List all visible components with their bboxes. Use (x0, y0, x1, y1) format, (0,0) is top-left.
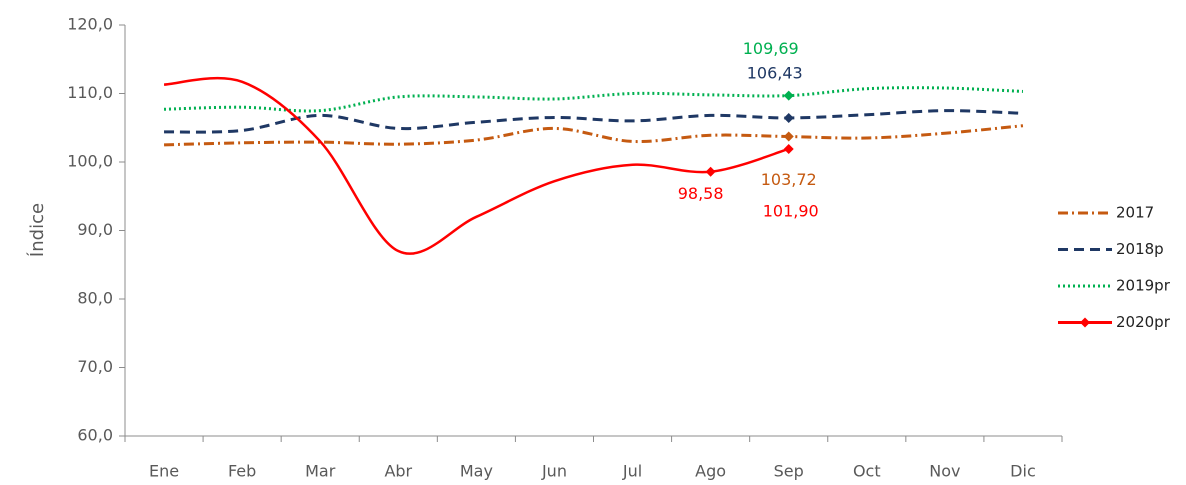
point-marker (783, 131, 794, 142)
point-marker (705, 166, 716, 177)
legend-marker (1080, 317, 1090, 328)
y-tick-label: 120,0 (67, 15, 113, 34)
legend-label: 2017 (1116, 204, 1154, 222)
y-tick-label: 60,0 (77, 426, 113, 445)
legend-label: 2018p (1116, 240, 1164, 258)
y-tick-label: 100,0 (67, 152, 113, 171)
x-tick-label: Dic (1010, 462, 1036, 481)
line (164, 86, 1024, 113)
line (163, 76, 790, 255)
y-tick-label: 90,0 (77, 220, 113, 239)
line (164, 109, 1024, 134)
point-marker (783, 112, 794, 123)
y-tick-label: 110,0 (67, 83, 113, 102)
legend-label: 2019pr (1116, 277, 1171, 295)
point-marker (783, 143, 794, 154)
x-tick-label: Feb (228, 462, 256, 481)
y-axis-label: Índice (26, 203, 48, 257)
y-tick-label: 80,0 (77, 289, 113, 308)
x-tick-label: Abr (384, 462, 412, 481)
data-label: 103,72 (761, 170, 817, 189)
y-tick-label: 70,0 (77, 357, 113, 376)
x-tick-label: Ago (695, 462, 726, 481)
data-label: 101,90 (763, 201, 819, 220)
x-tick-label: Jul (622, 462, 642, 481)
x-tick-label: Jun (541, 462, 567, 481)
data-label: 109,69 (743, 39, 799, 58)
x-tick-label: Sep (774, 462, 804, 481)
legend-label: 2020pr (1116, 313, 1171, 331)
line (164, 124, 1024, 147)
point-marker (783, 90, 794, 101)
x-tick-label: Oct (853, 462, 881, 481)
data-label: 98,58 (678, 184, 724, 203)
x-tick-label: Ene (149, 462, 179, 481)
x-tick-label: Nov (929, 462, 960, 481)
x-tick-label: May (460, 462, 493, 481)
data-label: 106,43 (747, 63, 803, 82)
x-tick-label: Mar (305, 462, 336, 481)
